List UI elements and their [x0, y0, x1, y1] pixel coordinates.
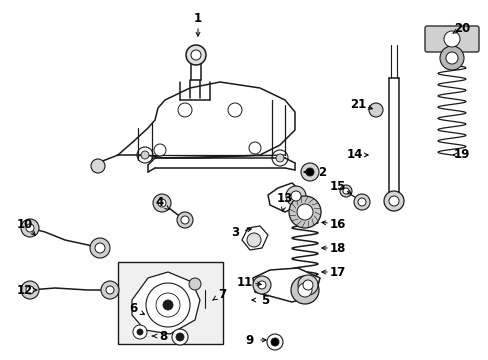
- Circle shape: [290, 191, 301, 201]
- Circle shape: [91, 159, 105, 173]
- Circle shape: [21, 281, 39, 299]
- Circle shape: [154, 144, 165, 156]
- Text: 14: 14: [346, 148, 363, 162]
- Circle shape: [178, 103, 192, 117]
- Circle shape: [177, 212, 193, 228]
- Circle shape: [191, 50, 201, 60]
- Circle shape: [189, 278, 201, 290]
- Polygon shape: [132, 272, 200, 334]
- Text: 17: 17: [329, 266, 346, 279]
- Circle shape: [297, 283, 311, 297]
- Circle shape: [270, 338, 279, 346]
- Circle shape: [342, 188, 348, 194]
- Polygon shape: [252, 268, 319, 302]
- Circle shape: [246, 233, 261, 247]
- Circle shape: [141, 151, 149, 159]
- Circle shape: [285, 186, 305, 206]
- Circle shape: [153, 194, 171, 212]
- Circle shape: [275, 154, 284, 162]
- Circle shape: [163, 300, 173, 310]
- Text: 10: 10: [17, 219, 33, 231]
- Text: 5: 5: [260, 293, 268, 306]
- Text: 6: 6: [129, 302, 137, 315]
- Circle shape: [305, 168, 313, 176]
- Circle shape: [137, 329, 142, 335]
- Circle shape: [288, 196, 320, 228]
- Circle shape: [290, 276, 318, 304]
- Circle shape: [21, 219, 39, 237]
- Text: 11: 11: [236, 275, 253, 288]
- Circle shape: [303, 280, 312, 290]
- Circle shape: [26, 224, 34, 232]
- Bar: [118, 262, 223, 344]
- Polygon shape: [242, 226, 267, 250]
- Circle shape: [158, 199, 165, 207]
- Circle shape: [368, 103, 382, 117]
- Circle shape: [90, 238, 110, 258]
- Circle shape: [133, 325, 147, 339]
- Text: 13: 13: [276, 192, 292, 204]
- Circle shape: [296, 204, 312, 220]
- Circle shape: [258, 281, 265, 289]
- Circle shape: [252, 276, 270, 294]
- Circle shape: [106, 286, 114, 294]
- Circle shape: [388, 196, 398, 206]
- Circle shape: [439, 46, 463, 70]
- Text: 20: 20: [453, 22, 469, 35]
- Circle shape: [146, 283, 190, 327]
- Circle shape: [445, 52, 457, 64]
- Circle shape: [176, 333, 183, 341]
- Circle shape: [172, 329, 187, 345]
- Circle shape: [248, 142, 261, 154]
- Circle shape: [383, 191, 403, 211]
- Text: 8: 8: [159, 329, 167, 342]
- Text: 7: 7: [218, 288, 225, 301]
- Text: 19: 19: [453, 148, 469, 162]
- Circle shape: [301, 163, 318, 181]
- Circle shape: [181, 216, 189, 224]
- FancyBboxPatch shape: [424, 26, 478, 52]
- Circle shape: [339, 185, 351, 197]
- Circle shape: [357, 198, 365, 206]
- Circle shape: [101, 281, 119, 299]
- Text: 3: 3: [230, 226, 239, 239]
- Circle shape: [227, 103, 242, 117]
- Circle shape: [95, 243, 105, 253]
- Circle shape: [185, 45, 205, 65]
- Text: 21: 21: [349, 98, 366, 111]
- Text: 1: 1: [194, 12, 202, 24]
- Polygon shape: [267, 183, 302, 212]
- Circle shape: [443, 31, 459, 47]
- Circle shape: [297, 275, 317, 295]
- Text: 16: 16: [329, 217, 346, 230]
- Circle shape: [266, 334, 283, 350]
- Text: 12: 12: [17, 284, 33, 297]
- Text: 2: 2: [317, 166, 325, 179]
- Text: 9: 9: [245, 333, 254, 346]
- Circle shape: [353, 194, 369, 210]
- Text: 4: 4: [156, 195, 164, 208]
- Text: 18: 18: [329, 242, 346, 255]
- Circle shape: [26, 286, 34, 294]
- Text: 15: 15: [329, 180, 346, 193]
